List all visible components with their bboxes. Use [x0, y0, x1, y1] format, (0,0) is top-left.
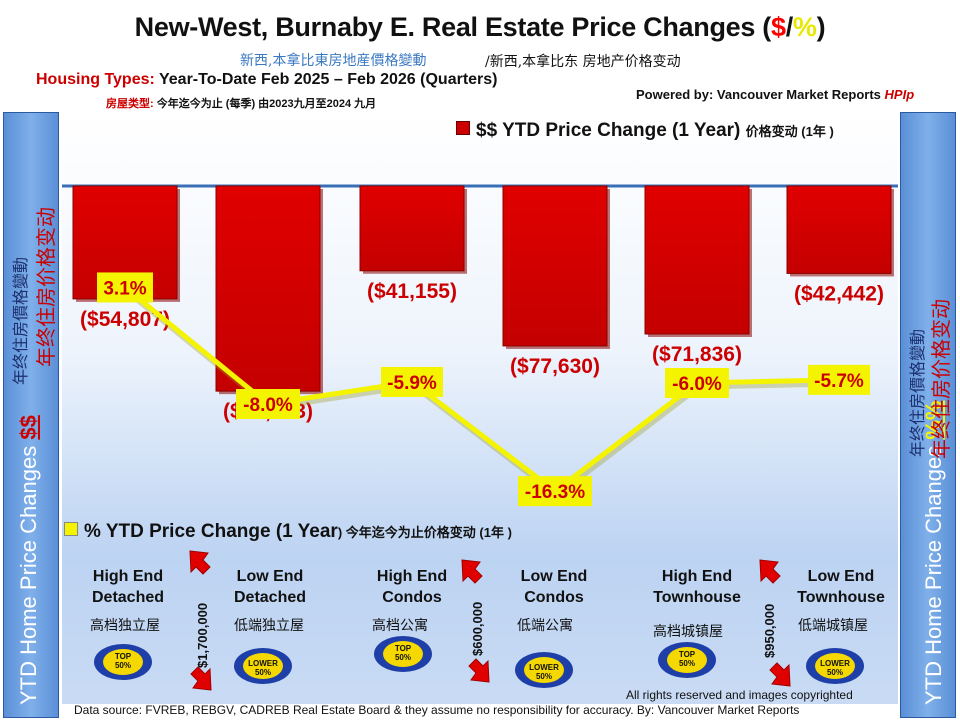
bar [786, 185, 892, 274]
category-label: Low End Detached [233, 568, 307, 606]
subtitle-simplified-chinese: /新西,本拿比东 房地产价格变动 [485, 54, 681, 70]
arrow-down-right-icon [769, 662, 791, 687]
svg-text:TOP: TOP [679, 650, 696, 659]
bar-series: ($54,807)($99,573)($41,155)($77,630)($71… [72, 185, 894, 423]
percent-value-label: 3.1% [103, 278, 146, 299]
category-label-chinese: 高档公寓 [372, 618, 428, 634]
bar [359, 185, 465, 272]
percent-label-box [97, 272, 153, 303]
percent-label-box [665, 368, 729, 398]
housing-types: Housing Types: Year-To-Date Feb 2025 – F… [36, 71, 498, 88]
legend-percent: % YTD Price Change (1 Year) 今年迄今为止价格变动 (… [64, 521, 512, 543]
subtitle-traditional-chinese: 新西,本拿比東房地産價格變動 [240, 53, 427, 69]
percent-label-box [518, 476, 592, 507]
bar [644, 185, 750, 335]
bar-value-label: ($42,442) [794, 282, 884, 305]
svg-text:50%: 50% [115, 661, 131, 670]
percent-value-label: -5.9% [387, 373, 437, 394]
percent-value-label: -6.0% [672, 374, 722, 395]
legend-yellow-square-icon [64, 522, 78, 536]
percent-value-label: -8.0% [243, 395, 293, 416]
category-label: High End Detached [91, 568, 165, 606]
arrow-up-left-icon [759, 559, 781, 584]
category-label-chinese: 高档城镇屋 [653, 624, 723, 640]
arrow-up-left-icon [189, 550, 211, 575]
arrow-down-right-icon [190, 666, 212, 691]
housing-types-chinese: 房屋类型: 今年迄今为止 (每季) 由2023九月至2024 九月 [106, 98, 377, 110]
percent-series: 3.1% -8.0% -5.9% -16.3% -6.0% -5.7% [97, 272, 870, 507]
copyright-notice: All rights reserved and images copyright… [626, 688, 853, 702]
bar-value-label: ($41,155) [367, 280, 457, 303]
bar [502, 185, 608, 347]
page-title: New-West, Burnaby E. Real Estate Price C… [134, 12, 826, 42]
percent-label-box [808, 364, 870, 395]
threshold-condos: $600,000 [470, 601, 485, 656]
bar-value-label: ($77,630) [510, 355, 600, 378]
legend-dollar: $$ YTD Price Change (1 Year) 价格变动 (1年 ) [456, 120, 834, 142]
percent-label-box [381, 366, 443, 397]
svg-text:50%: 50% [827, 668, 843, 677]
arrow-up-left-icon [461, 559, 483, 584]
category-label: High End Townhouse [653, 568, 741, 606]
svg-text:LOWER: LOWER [529, 663, 559, 672]
svg-text:TOP: TOP [115, 652, 132, 661]
top-50-badge-icon: TOP 50% [94, 644, 152, 680]
category-label: Low End Condos [520, 568, 588, 606]
powered-by: Powered by: Vancouver Market Reports HPI… [636, 87, 915, 102]
left-sidebar: YTD Home Price Changes $$ 年终住房價格變動 年终住房价… [3, 112, 59, 718]
category-label: High End Condos [376, 568, 448, 606]
svg-text:50%: 50% [395, 653, 411, 662]
category-label-chinese: 高档独立屋 [90, 618, 160, 634]
lower-50-badge-icon: LOWER 50% [234, 648, 292, 684]
top-50-badge-icon: TOP 50% [374, 636, 432, 672]
category-label-chinese: 低端城镇屋 [798, 618, 868, 634]
percent-value-label: -16.3% [525, 482, 585, 503]
category-label: Low End Townhouse [797, 568, 885, 606]
threshold-detached: $1,700,000 [195, 602, 210, 668]
lower-50-badge-icon: LOWER 50% [515, 652, 573, 688]
data-source-note: Data source: FVREB, REBGV, CADREB Real E… [74, 703, 800, 717]
svg-text:50%: 50% [679, 659, 695, 668]
percent-value-label: -5.7% [814, 371, 864, 392]
svg-text:LOWER: LOWER [820, 659, 850, 668]
bar-value-label: ($71,836) [652, 343, 742, 366]
percent-label-box [236, 389, 300, 419]
svg-text:LOWER: LOWER [248, 659, 278, 668]
chart-area [62, 112, 898, 704]
svg-text:TOP: TOP [395, 644, 412, 653]
lower-50-badge-icon: LOWER 50% [806, 648, 864, 684]
top-50-badge-icon: TOP 50% [658, 642, 716, 678]
arrow-down-right-icon [468, 658, 490, 683]
svg-text:50%: 50% [536, 672, 552, 681]
threshold-townhouse: $950,000 [762, 603, 777, 658]
category-label-chinese: 低端公寓 [517, 618, 573, 634]
right-sidebar: YTD Home Price Changes %% 年终住房價格變動 年终住房价… [900, 112, 956, 718]
legend-red-square-icon [456, 121, 470, 135]
svg-text:50%: 50% [255, 668, 271, 677]
bar-value-label: ($54,807) [80, 308, 170, 331]
category-label-chinese: 低端独立屋 [234, 618, 304, 634]
